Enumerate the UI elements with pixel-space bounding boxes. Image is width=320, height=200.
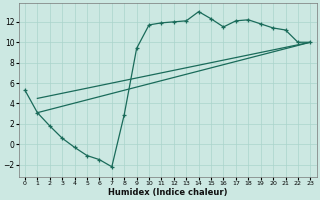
X-axis label: Humidex (Indice chaleur): Humidex (Indice chaleur) bbox=[108, 188, 228, 197]
